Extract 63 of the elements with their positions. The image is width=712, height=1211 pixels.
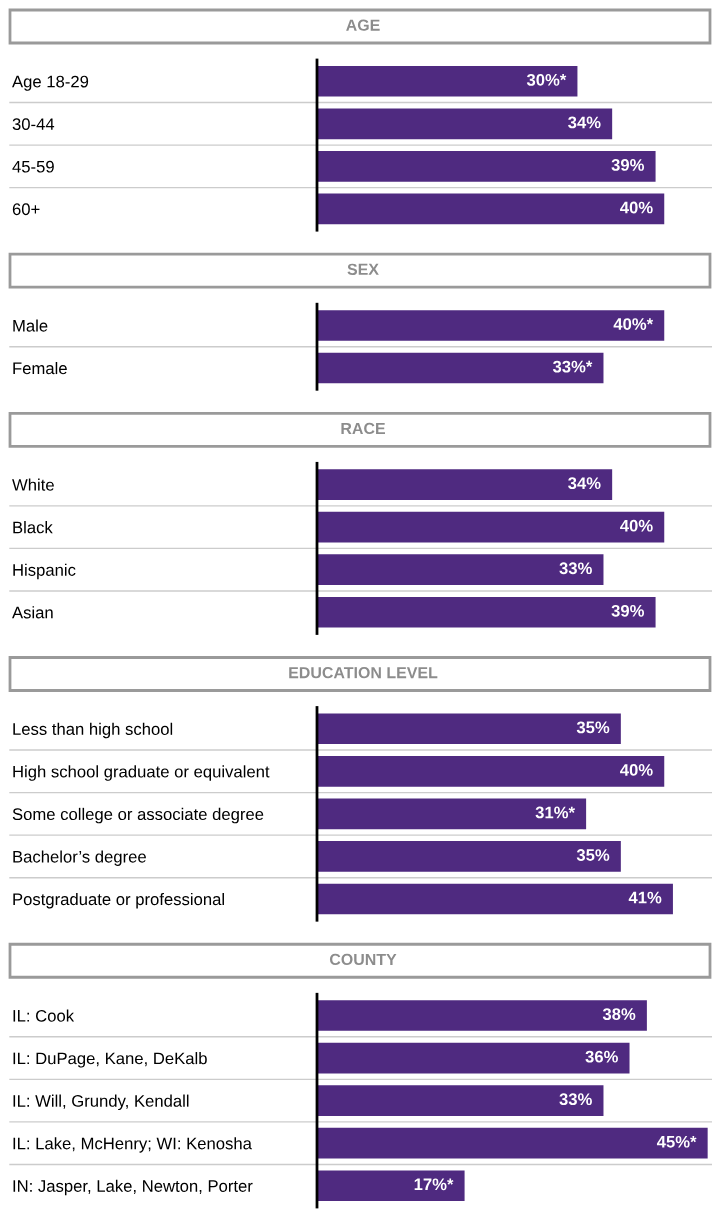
chart-title: AGE (346, 19, 380, 31)
data-label: 40% (620, 201, 653, 214)
bar (317, 883, 673, 915)
data-label: 35% (576, 849, 610, 861)
data-label: 40% (620, 519, 653, 532)
data-label: 33% (559, 1093, 592, 1106)
bar (317, 1127, 708, 1159)
y-tick-label: Age 18-29 (12, 75, 89, 91)
y-tick-label: Female (13, 361, 67, 375)
chart-title: COUNTY (329, 953, 397, 966)
bar (317, 1085, 604, 1116)
y-tick-label: Hispanic (13, 563, 76, 580)
bar (317, 596, 656, 628)
bar (317, 756, 665, 787)
bar (317, 511, 665, 543)
y-tick-label: 30-44 (12, 118, 55, 131)
data-label: 36% (585, 1050, 618, 1063)
y-tick-label: Less than high school (13, 722, 173, 739)
data-label: 31%* (535, 806, 575, 819)
y-tick-label: White (12, 478, 54, 491)
chart-title: EDUCATION LEVEL (289, 666, 438, 679)
bar (317, 554, 604, 585)
bar (317, 713, 621, 745)
chart-title: SEX (347, 263, 379, 275)
bar (317, 193, 665, 225)
data-label: 41% (628, 891, 662, 904)
y-tick-label: Asian (12, 606, 53, 619)
data-label: 40%* (613, 318, 654, 330)
y-tick-label: IL: Will, Grundy, Kendall (13, 1094, 189, 1111)
y-tick-label: IL: Cook (13, 1009, 75, 1022)
y-tick-label: 45-59 (12, 160, 54, 173)
bar (317, 469, 613, 500)
data-label: 34% (568, 116, 601, 129)
y-tick-label: Bachelor’s degree (13, 850, 146, 866)
chart-title: RACE (341, 422, 385, 435)
y-tick-label: Some college or associate degree (12, 807, 264, 824)
y-tick-label: Black (13, 521, 53, 534)
data-label: 34% (568, 477, 601, 490)
bar (317, 1000, 647, 1031)
data-label: 33% (559, 562, 592, 575)
y-tick-label: Postgraduate or professional (13, 892, 224, 909)
bar (317, 841, 621, 872)
y-tick-label: IL: Lake, McHenry; WI: Kenosha (13, 1137, 252, 1153)
data-label: 33%* (552, 360, 593, 373)
bar (317, 798, 587, 830)
y-tick-label: IN: Jasper, Lake, Newton, Porter (13, 1179, 253, 1196)
y-tick-label: High school graduate or equivalent (13, 765, 270, 781)
bar (317, 108, 613, 140)
data-label: 39% (611, 159, 645, 171)
data-label: 35% (576, 721, 610, 734)
data-label: 17%* (414, 1178, 454, 1191)
bar (317, 1170, 465, 1202)
data-label: 45%* (656, 1135, 697, 1148)
y-tick-label: IL: DuPage, Kane, DeKalb (13, 1052, 207, 1068)
bar (317, 1042, 630, 1074)
data-label: 30%* (526, 73, 567, 86)
bar (317, 151, 656, 182)
data-label: 40% (620, 764, 653, 776)
y-tick-label: Male (13, 319, 48, 332)
bar (317, 65, 578, 97)
data-label: 38% (602, 1008, 636, 1021)
y-tick-label: 60+ (12, 203, 40, 216)
data-label: 39% (611, 604, 645, 617)
